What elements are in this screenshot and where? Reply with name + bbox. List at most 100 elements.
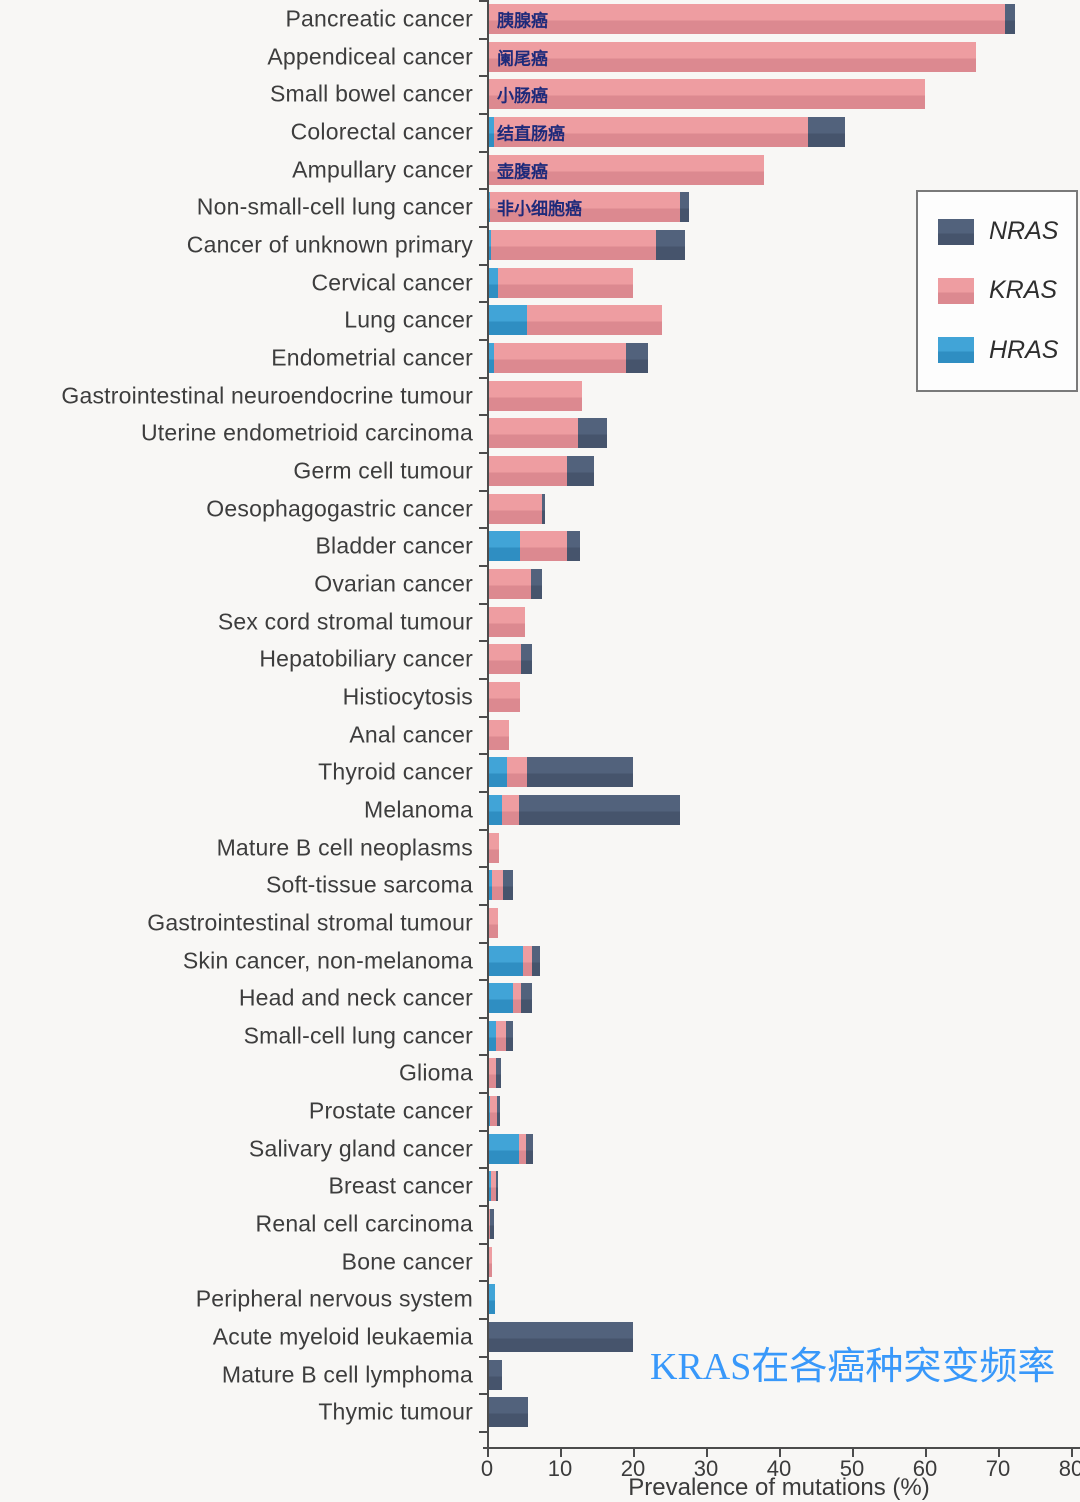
bar-segment-nras bbox=[541, 493, 546, 524]
chart-row: Gastrointestinal neuroendocrine tumour bbox=[0, 377, 1080, 415]
x-axis-tick-label: 20 bbox=[620, 1456, 646, 1481]
chart-row: Mature B cell lymphoma bbox=[0, 1356, 1080, 1394]
chart-row: Lung cancer bbox=[0, 301, 1080, 339]
y-axis-tick bbox=[479, 414, 487, 417]
category-label: Pancreatic cancer bbox=[285, 5, 473, 32]
chart-row: Pancreatic cancer 胰腺癌 bbox=[0, 0, 1080, 38]
bar-segment-hras bbox=[487, 267, 498, 298]
y-axis-tick bbox=[479, 338, 487, 341]
category-label: Anal cancer bbox=[349, 721, 473, 748]
stacked-bar bbox=[487, 455, 595, 486]
category-label: Thymic tumour bbox=[318, 1398, 473, 1425]
stacked-bar bbox=[487, 305, 663, 336]
y-axis-tick bbox=[479, 640, 487, 643]
category-label: Uterine endometrioid carcinoma bbox=[141, 419, 473, 446]
bar-segment-kras bbox=[487, 418, 579, 449]
bar-segment-kras bbox=[487, 719, 509, 750]
chart-row: Cervical cancer bbox=[0, 264, 1080, 302]
stacked-bar bbox=[487, 719, 509, 750]
chart-row: Bone cancer bbox=[0, 1243, 1080, 1281]
bar-segment-kras bbox=[487, 681, 520, 712]
chart-row: Mature B cell neoplasms bbox=[0, 829, 1080, 867]
bar-segment-nras bbox=[808, 116, 845, 147]
bar-annotation: 壶腹癌 bbox=[497, 162, 548, 182]
category-label: Breast cancer bbox=[328, 1172, 473, 1199]
x-axis-tick bbox=[852, 1449, 854, 1457]
y-axis-tick bbox=[479, 263, 487, 266]
chart-row: Peripheral nervous system bbox=[0, 1280, 1080, 1318]
chart-row: Gastrointestinal stromal tumour bbox=[0, 904, 1080, 942]
bar-segment-kras bbox=[487, 907, 498, 938]
chart-row: Anal cancer bbox=[0, 716, 1080, 754]
bar-segment-nras bbox=[625, 342, 648, 373]
category-label: Thyroid cancer bbox=[318, 758, 473, 785]
chart-row: Non-small-cell lung cancer 非小细胞癌 bbox=[0, 188, 1080, 226]
bar-segment-kras bbox=[519, 1133, 527, 1164]
stacked-bar bbox=[487, 757, 633, 788]
bar-segment-nras bbox=[503, 870, 514, 901]
legend-item-kras: KRAS bbox=[938, 276, 1076, 305]
y-axis-tick bbox=[479, 1280, 487, 1283]
bar-segment-nras bbox=[520, 983, 532, 1014]
bar-segment-kras bbox=[506, 757, 528, 788]
chart-row: Head and neck cancer bbox=[0, 979, 1080, 1017]
category-label: Renal cell carcinoma bbox=[255, 1210, 473, 1237]
y-axis-tick bbox=[479, 1167, 487, 1170]
chart-row: Hepatobiliary cancer bbox=[0, 640, 1080, 678]
bar-segment-nras bbox=[489, 1209, 494, 1240]
stacked-bar bbox=[487, 983, 532, 1014]
chart-row: Colorectal cancer 结直肠癌 bbox=[0, 113, 1080, 151]
y-axis-tick bbox=[479, 225, 487, 228]
x-axis-tick bbox=[925, 1449, 927, 1457]
bar-segment-kras bbox=[527, 305, 663, 336]
hras-swatch bbox=[938, 337, 974, 364]
bar-segment-hras bbox=[487, 116, 495, 147]
chart-row: Soft-tissue sarcoma bbox=[0, 866, 1080, 904]
legend: NRAS KRAS HRAS bbox=[916, 190, 1078, 392]
chart-rows: Pancreatic cancer 胰腺癌 Appendiceal cancer 阑尾… bbox=[0, 0, 1080, 1428]
category-label: Ampullary cancer bbox=[292, 156, 473, 183]
bar-segment-kras bbox=[522, 945, 533, 976]
y-axis-tick bbox=[479, 527, 487, 530]
bar-segment-kras bbox=[487, 154, 765, 185]
bar-annotation: 非小细胞癌 bbox=[497, 199, 582, 219]
bar-segment-hras bbox=[487, 531, 520, 562]
stacked-bar bbox=[487, 644, 533, 675]
bar-segment-nras bbox=[487, 1359, 502, 1390]
bar-segment-hras bbox=[487, 305, 528, 336]
y-axis-tick bbox=[479, 451, 487, 454]
y-axis-line bbox=[487, 0, 489, 1447]
bar-segment-nras bbox=[521, 644, 533, 675]
x-axis-tick-label: 50 bbox=[839, 1456, 865, 1481]
y-axis-tick bbox=[479, 903, 487, 906]
bar-segment-nras bbox=[532, 945, 540, 976]
category-label: Head and neck cancer bbox=[238, 984, 473, 1011]
y-axis-tick bbox=[479, 753, 487, 756]
chart-row: Ovarian cancer bbox=[0, 565, 1080, 603]
stacked-bar bbox=[487, 229, 685, 260]
y-axis-tick bbox=[479, 1431, 487, 1434]
category-label: Melanoma bbox=[364, 796, 473, 823]
category-label: Sex cord stromal tumour bbox=[217, 608, 473, 635]
bar-segment-kras bbox=[487, 644, 522, 675]
bar-segment-nras bbox=[567, 531, 580, 562]
chart-row: Sex cord stromal tumour bbox=[0, 603, 1080, 641]
chart-row: Acute myeloid leukaemia bbox=[0, 1318, 1080, 1356]
bar-segment-nras bbox=[487, 1322, 633, 1353]
y-axis-tick bbox=[479, 75, 487, 78]
chart-row: Uterine endometrioid carcinoma bbox=[0, 414, 1080, 452]
bar-segment-kras bbox=[487, 455, 568, 486]
category-label: Cervical cancer bbox=[311, 269, 473, 296]
bar-segment-kras bbox=[497, 267, 633, 298]
y-axis-tick bbox=[479, 489, 487, 492]
category-label: Histiocytosis bbox=[342, 683, 473, 710]
category-label: Glioma bbox=[398, 1059, 473, 1086]
stacked-bar bbox=[487, 418, 608, 449]
category-label: Acute myeloid leukaemia bbox=[212, 1323, 473, 1350]
stacked-bar bbox=[487, 907, 498, 938]
chart-row: Bladder cancer bbox=[0, 527, 1080, 565]
y-axis-tick bbox=[479, 979, 487, 982]
nras-swatch bbox=[938, 218, 974, 245]
bar-segment-kras bbox=[492, 870, 504, 901]
bar-segment-kras bbox=[487, 380, 582, 411]
